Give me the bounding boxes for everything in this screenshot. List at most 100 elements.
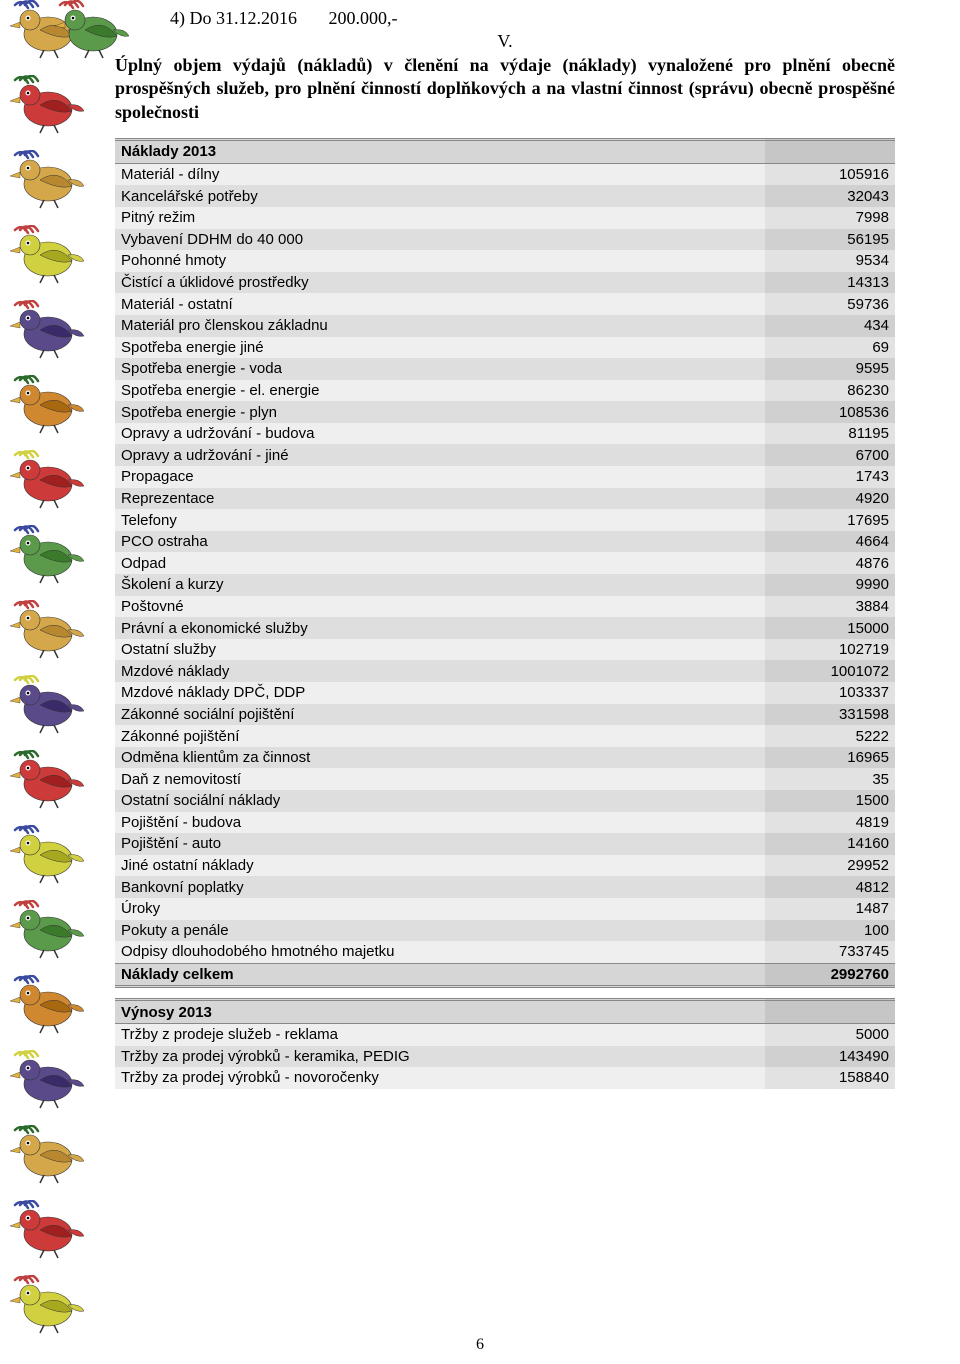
row-value: 1001072: [765, 660, 895, 682]
table-row: Zákonné pojištění5222: [115, 725, 895, 747]
table-row: Poštovné3884: [115, 596, 895, 618]
revenues-table: Výnosy 2013Tržby z prodeje služeb - rekl…: [115, 998, 895, 1088]
bird-icon: [10, 1275, 90, 1335]
table-row: Školení a kurzy9990: [115, 574, 895, 596]
table-row: Spotřeba energie - el. energie86230: [115, 380, 895, 402]
row-value: 158840: [765, 1067, 895, 1089]
row-value: 4920: [765, 488, 895, 510]
row-label: Materiál - dílny: [115, 164, 765, 186]
costs-total-label: Náklady celkem: [115, 963, 765, 989]
row-value: 331598: [765, 704, 895, 726]
row-label: Tržby z prodeje služeb - reklama: [115, 1024, 765, 1046]
table-row: Materiál - ostatní59736: [115, 293, 895, 315]
row-value: 86230: [765, 380, 895, 402]
table-row: Odpisy dlouhodobého hmotného majetku7337…: [115, 941, 895, 963]
costs-title: Náklady 2013: [115, 138, 765, 164]
row-value: 6700: [765, 444, 895, 466]
table-row: Pojištění - auto14160: [115, 833, 895, 855]
row-label: Materiál - ostatní: [115, 293, 765, 315]
row-label: Zákonné pojištění: [115, 725, 765, 747]
row-label: Opravy a udržování - budova: [115, 423, 765, 445]
bird-icon: [10, 150, 90, 210]
bird-icon: [10, 375, 90, 435]
table-row: Úroky1487: [115, 898, 895, 920]
row-label: Zákonné sociální pojištění: [115, 704, 765, 726]
row-value: 9595: [765, 358, 895, 380]
row-label: Mzdové náklady DPČ, DDP: [115, 682, 765, 704]
row-label: Odpisy dlouhodobého hmotného majetku: [115, 941, 765, 963]
table-row: Pojištění - budova4819: [115, 812, 895, 834]
table-row: Materiál - dílny105916: [115, 164, 895, 186]
row-value: 108536: [765, 401, 895, 423]
row-label: Telefony: [115, 509, 765, 531]
section-heading: Úplný objem výdajů (nákladů) v členění n…: [115, 54, 895, 124]
table-row: Jiné ostatní náklady29952: [115, 855, 895, 877]
row-value: 103337: [765, 682, 895, 704]
table-row: Kancelářské potřeby32043: [115, 185, 895, 207]
row-label: Spotřeba energie - el. energie: [115, 380, 765, 402]
row-value: 434: [765, 315, 895, 337]
row-label: Čistící a úklidové prostředky: [115, 272, 765, 294]
row-value: 29952: [765, 855, 895, 877]
table-row: Pitný režim7998: [115, 207, 895, 229]
row-label: Pitný režim: [115, 207, 765, 229]
costs-title-val: [765, 138, 895, 164]
row-label: PCO ostraha: [115, 531, 765, 553]
bird-icon: [10, 75, 90, 135]
table-row: Pohonné hmoty9534: [115, 250, 895, 272]
table-row: Mzdové náklady1001072: [115, 660, 895, 682]
table-row: Ostatní sociální náklady1500: [115, 790, 895, 812]
row-value: 100: [765, 920, 895, 942]
row-value: 5000: [765, 1024, 895, 1046]
table-row: Daň z nemovitostí35: [115, 768, 895, 790]
row-label: Reprezentace: [115, 488, 765, 510]
bird-icon: [10, 675, 90, 735]
row-value: 102719: [765, 639, 895, 661]
table-row: Bankovní poplatky4812: [115, 876, 895, 898]
bird-icon: [10, 1200, 90, 1260]
revenues-title-val: [765, 998, 895, 1024]
bird-icon: [10, 225, 90, 285]
page-number: 6: [0, 1336, 960, 1354]
bird-icon: [10, 750, 90, 810]
row-label: Opravy a udržování - jiné: [115, 444, 765, 466]
table-row: Odpad4876: [115, 552, 895, 574]
row-value: 4876: [765, 552, 895, 574]
row-label: Poštovné: [115, 596, 765, 618]
table-row: Odměna klientům za činnost16965: [115, 747, 895, 769]
item-4-label: 4) Do 31.12.2016: [170, 8, 297, 28]
table-row: Zákonné sociální pojištění331598: [115, 704, 895, 726]
costs-table: Náklady 2013Materiál - dílny105916Kancel…: [115, 138, 895, 988]
row-label: Bankovní poplatky: [115, 876, 765, 898]
table-row: Opravy a udržování - budova81195: [115, 423, 895, 445]
row-label: Pohonné hmoty: [115, 250, 765, 272]
row-value: 14313: [765, 272, 895, 294]
section-number: V.: [115, 31, 895, 52]
row-value: 81195: [765, 423, 895, 445]
costs-total-value: 2992760: [765, 963, 895, 989]
row-value: 9990: [765, 574, 895, 596]
table-row: Tržby za prodej výrobků - novoročenky158…: [115, 1067, 895, 1089]
table-row: Tržby z prodeje služeb - reklama5000: [115, 1024, 895, 1046]
bird-icon: [10, 900, 90, 960]
table-row: Právní a ekonomické služby15000: [115, 617, 895, 639]
row-label: Spotřeba energie - plyn: [115, 401, 765, 423]
page-content: 4) Do 31.12.2016 200.000,- V. Úplný obje…: [115, 8, 895, 1089]
table-row: Materiál pro členskou základnu434: [115, 315, 895, 337]
table-row: Reprezentace4920: [115, 488, 895, 510]
table-row: Ostatní služby102719: [115, 639, 895, 661]
table-row: Opravy a udržování - jiné6700: [115, 444, 895, 466]
row-value: 5222: [765, 725, 895, 747]
row-value: 1500: [765, 790, 895, 812]
row-value: 4819: [765, 812, 895, 834]
row-value: 17695: [765, 509, 895, 531]
row-label: Školení a kurzy: [115, 574, 765, 596]
row-label: Vybavení DDHM do 40 000: [115, 229, 765, 251]
row-value: 32043: [765, 185, 895, 207]
table-row: Telefony17695: [115, 509, 895, 531]
item-4-amount: 200.000,-: [329, 8, 398, 28]
revenues-title: Výnosy 2013: [115, 998, 765, 1024]
bird-icon: [10, 300, 90, 360]
row-label: Odpad: [115, 552, 765, 574]
row-value: 16965: [765, 747, 895, 769]
